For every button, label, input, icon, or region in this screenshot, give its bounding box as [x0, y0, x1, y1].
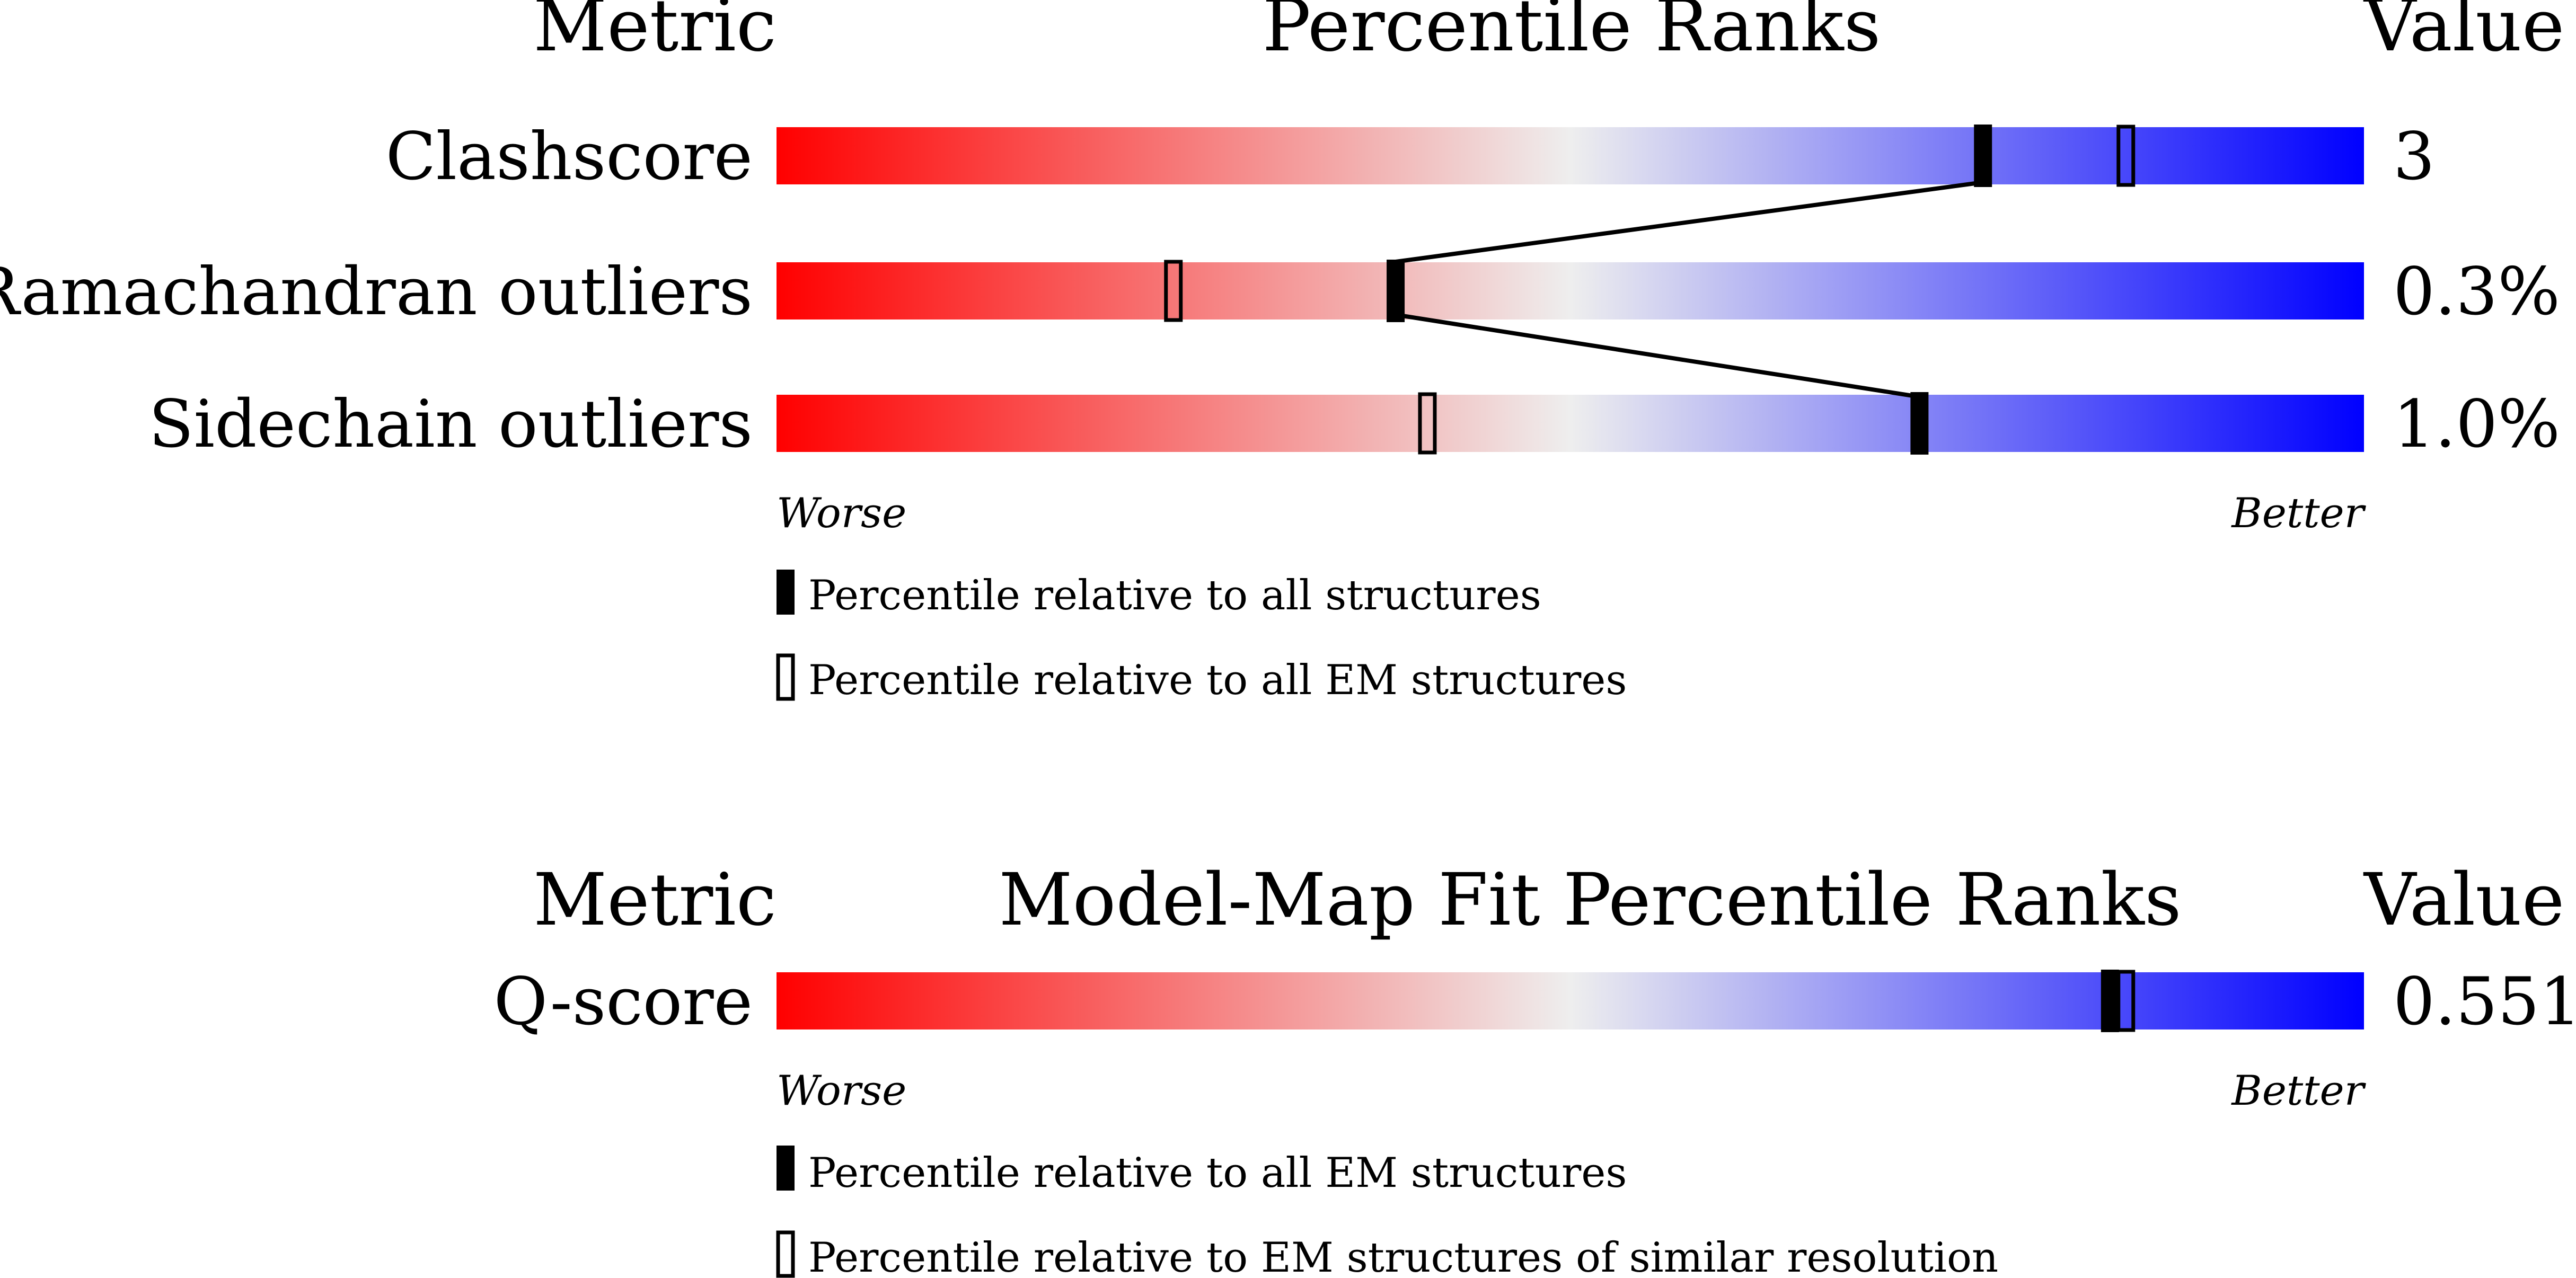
metric-label: Clashscore: [386, 119, 753, 195]
metric-header: Metric: [533, 858, 777, 942]
legend-open-label: Percentile relative to EM structures of …: [808, 1234, 1998, 1278]
worse-label: Worse: [777, 490, 906, 537]
better-label: Better: [2230, 490, 2366, 537]
legend-open-label: Percentile relative to all EM structures: [808, 656, 1627, 704]
percentile-marker-filled: [1387, 260, 1405, 322]
percentile-marker-open: [1418, 392, 1437, 455]
percentile-bar: [777, 127, 2364, 184]
metric-value: 3: [2393, 119, 2435, 195]
metric-label: Sidechain outliers: [149, 386, 753, 463]
value-header: Value: [2363, 0, 2564, 68]
percentile-marker-open: [2116, 970, 2136, 1032]
legend-filled-label: Percentile relative to all EM structures: [808, 1149, 1627, 1197]
percentile-bar: [777, 395, 2364, 452]
percentile-bar: [777, 262, 2364, 320]
connector-line: [1395, 180, 1983, 264]
metric-rows: Q-score 0.551: [494, 964, 2576, 1040]
legend-open-marker: [776, 653, 795, 701]
metric-value: 0.3%: [2393, 254, 2560, 330]
metric-label: Ramachandran outliers: [0, 254, 753, 330]
percentile-marker-open: [2116, 125, 2136, 187]
percentile-bar: [777, 972, 2364, 1030]
percentile-marker-filled: [2101, 970, 2119, 1032]
legend-filled-label: Percentile relative to all structures: [808, 572, 1541, 619]
metric-rows: Clashscore 3 Ramachandran outliers 0.3% Side…: [0, 119, 2560, 463]
metric-label: Q-score: [494, 964, 753, 1040]
legend-filled-marker: [777, 1146, 795, 1191]
metric-value: 1.0%: [2393, 386, 2560, 463]
legend-open-marker: [776, 1230, 795, 1278]
percentile-marker-open: [1164, 260, 1183, 322]
metric-value: 0.551: [2393, 964, 2576, 1040]
section-title: Model-Map Fit Percentile Ranks: [999, 858, 2181, 942]
worse-label: Worse: [777, 1067, 906, 1115]
percentile-marker-filled: [1974, 125, 1992, 187]
value-header: Value: [2363, 858, 2564, 942]
section-title: Percentile Ranks: [1263, 0, 1881, 68]
legend-filled-marker: [777, 570, 795, 615]
percentile-marker-filled: [1910, 392, 1929, 455]
connector-line: [1395, 313, 1920, 399]
metric-header: Metric: [533, 0, 777, 68]
better-label: Better: [2230, 1067, 2366, 1115]
